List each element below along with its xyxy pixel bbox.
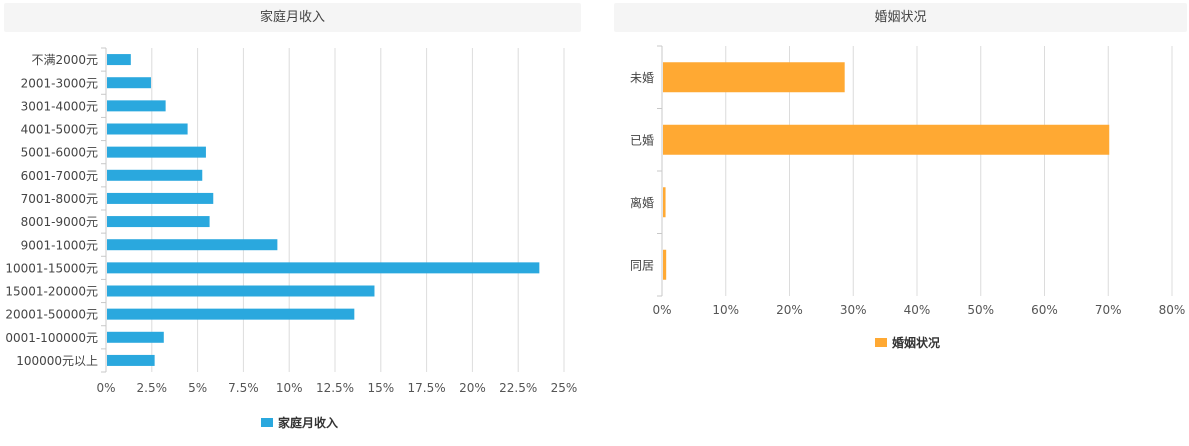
bar [107, 54, 131, 66]
income-legend[interactable]: 家庭月收入 [261, 414, 338, 431]
x-tick-label: 40% [904, 303, 931, 317]
y-category-label: 7001-8000元 [21, 192, 98, 206]
x-tick-label: 0% [96, 381, 115, 395]
y-category-label: 2001-3000元 [21, 76, 98, 90]
marital-chart-title: 婚姻状况 [614, 3, 1187, 32]
y-category-label: 15001-20000元 [5, 285, 98, 299]
bar [107, 239, 278, 251]
bar [107, 146, 206, 158]
marital-legend-label: 婚姻状况 [892, 336, 941, 350]
x-tick-label: 80% [1159, 303, 1186, 317]
y-category-label: 0001-100000元 [5, 331, 98, 345]
y-category-label: 6001-7000元 [21, 169, 98, 183]
y-category-label: 9001-1000元 [21, 238, 98, 252]
income-panel: 家庭月收入 0% 2.5% 5% 7.5% 10% 12.5% 15% 17.5% 20% 22.… [0, 0, 590, 446]
x-tick-label: 20% [776, 303, 803, 317]
bar [107, 331, 164, 343]
x-tick-label: 10% [712, 303, 739, 317]
bar [107, 308, 355, 320]
bar [107, 285, 375, 297]
bar [107, 169, 203, 181]
marital-legend[interactable]: 婚姻状况 [875, 334, 940, 351]
marital-panel: 婚姻状况 0% 10% 20% 30% 40% 50% 60% 70% 80% 未婚 已婚 离婚 同居 … [600, 0, 1189, 446]
x-tick-label: 60% [1031, 303, 1058, 317]
income-chart-title: 家庭月收入 [4, 3, 581, 32]
bar [107, 216, 210, 228]
bar [663, 124, 1110, 155]
bar [663, 187, 666, 218]
bar [663, 62, 845, 93]
bar [107, 77, 151, 89]
y-category-label: 3001-4000元 [21, 99, 98, 113]
y-category-label: 10001-15000元 [5, 261, 98, 275]
x-tick-label: 50% [967, 303, 994, 317]
x-tick-label: 7.5% [228, 381, 259, 395]
y-category-label: 不满2000元 [31, 53, 98, 67]
y-category-label: 未婚 [630, 71, 654, 85]
x-tick-label: 0% [652, 303, 671, 317]
bar [107, 123, 188, 135]
bar [107, 192, 214, 204]
y-category-label: 已婚 [630, 133, 654, 147]
x-tick-label: 20% [459, 381, 486, 395]
y-category-label: 5001-6000元 [21, 146, 98, 160]
x-tick-label: 2.5% [137, 381, 168, 395]
y-category-label: 8001-9000元 [21, 215, 98, 229]
income-legend-swatch [261, 418, 273, 427]
y-category-label: 100000元以上 [16, 354, 98, 368]
y-category-label: 离婚 [630, 195, 654, 210]
x-tick-label: 30% [840, 303, 867, 317]
income-chart: 0% 2.5% 5% 7.5% 10% 12.5% 15% 17.5% 20% 22.5% 25% 不… [5, 47, 578, 395]
bar [107, 354, 155, 366]
marital-legend-swatch [875, 338, 887, 347]
x-tick-label: 12.5% [316, 381, 354, 395]
x-tick-label: 15% [367, 381, 394, 395]
bar [107, 262, 540, 274]
y-category-label: 4001-5000元 [21, 123, 98, 137]
y-category-label: 同居 [630, 258, 654, 272]
x-tick-label: 10% [276, 381, 303, 395]
x-tick-label: 70% [1095, 303, 1122, 317]
income-legend-label: 家庭月收入 [278, 416, 339, 430]
bar [663, 249, 667, 280]
x-tick-label: 17.5% [408, 381, 446, 395]
bar [107, 100, 166, 112]
x-tick-label: 25% [551, 381, 578, 395]
x-tick-label: 5% [188, 381, 207, 395]
y-category-label: 20001-50000元 [5, 308, 98, 322]
x-tick-label: 22.5% [499, 381, 537, 395]
